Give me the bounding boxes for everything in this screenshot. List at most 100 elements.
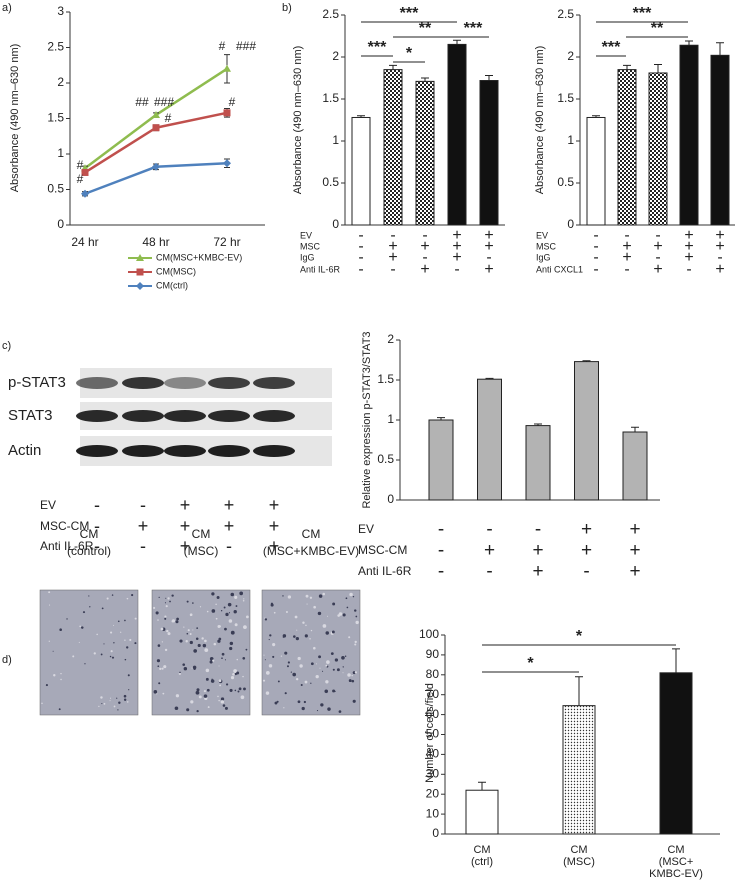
cell-speck <box>159 667 162 670</box>
micrograph <box>261 589 361 716</box>
cell-speck <box>301 706 305 711</box>
cell-speck <box>234 689 237 692</box>
condition-sign: + <box>388 238 397 255</box>
cell-speck <box>103 702 106 705</box>
cell-speck <box>322 592 326 596</box>
cell-speck <box>243 687 246 691</box>
cell-speck <box>101 607 104 610</box>
y-tick-label: 20 <box>426 786 440 800</box>
annotation: ## <box>135 95 149 109</box>
y-tick-label: 1 <box>387 412 394 426</box>
cell-speck <box>117 709 119 711</box>
cell-speck <box>182 663 186 666</box>
cell-speck <box>175 694 180 698</box>
bar <box>648 72 668 226</box>
cell-speck <box>229 641 234 646</box>
cell-speck <box>215 603 217 606</box>
cell-speck <box>220 697 225 701</box>
y-tick-label: 100 <box>419 627 439 641</box>
cell-speck <box>197 643 201 648</box>
cell-speck <box>222 704 226 707</box>
condition-sign: - <box>486 561 492 582</box>
error-bar <box>672 648 680 673</box>
condition-sign: - <box>655 227 660 244</box>
significance-label: ** <box>651 20 664 37</box>
cell-speck <box>296 629 298 631</box>
y-axis-label: Absorbance (490 nm–630 nm) <box>292 46 304 195</box>
condition-sign: - <box>140 495 146 515</box>
cell-speck <box>153 690 158 694</box>
cell-speck <box>347 673 351 677</box>
error-bar <box>582 360 591 362</box>
bar <box>525 425 551 501</box>
condition-sign: - <box>593 227 598 244</box>
legend-marker <box>136 254 144 261</box>
cell-speck <box>299 664 303 668</box>
cell-speck <box>183 666 188 671</box>
condition-sign: + <box>622 249 631 266</box>
cell-speck <box>233 669 237 673</box>
cell-speck <box>228 612 231 614</box>
cell-speck <box>225 683 229 686</box>
cell-speck <box>166 629 169 633</box>
point <box>152 162 160 171</box>
cell-speck <box>134 617 137 620</box>
condition-sign: - <box>390 227 395 244</box>
condition-sign: + <box>684 249 693 266</box>
cell-speck <box>176 617 179 621</box>
cell-speck <box>305 594 309 598</box>
cell-speck <box>232 672 235 676</box>
bar <box>383 69 403 226</box>
cell-speck <box>126 597 129 600</box>
bar <box>679 44 699 226</box>
condition-sign: - <box>486 249 491 266</box>
cell-speck <box>342 613 346 617</box>
legend-label: CM(MSC+KMBC-EV) <box>156 252 242 262</box>
cell-speck <box>293 635 296 638</box>
cell-speck <box>282 634 287 638</box>
cell-speck <box>78 641 80 643</box>
cell-speck <box>242 600 245 602</box>
cell-speck <box>171 620 174 623</box>
cell-speck <box>163 665 167 669</box>
blot-band <box>253 377 295 389</box>
cell-speck <box>120 631 122 633</box>
cell-speck <box>196 627 199 630</box>
condition-sign: - <box>593 249 598 266</box>
cell-speck <box>229 646 233 651</box>
condition-sign: - <box>717 249 722 266</box>
cell-speck <box>109 700 111 702</box>
condition-sign: + <box>180 536 191 556</box>
condition-sign: + <box>581 519 592 540</box>
y-tick-label: 0 <box>332 217 339 231</box>
x-tick-label: 48 hr <box>142 235 169 249</box>
cell-speck <box>242 675 244 678</box>
cell-speck <box>243 598 245 600</box>
cell-speck <box>286 665 289 668</box>
y-tick-label: 60 <box>426 707 440 721</box>
y-tick-label: 0 <box>432 826 439 840</box>
significance-label: *** <box>400 5 419 22</box>
error-bar <box>685 40 693 46</box>
cell-speck <box>243 625 247 630</box>
annotation: # <box>229 95 236 109</box>
cell-speck <box>210 679 215 683</box>
condition-sign: - <box>583 561 589 582</box>
cell-speck <box>355 620 359 625</box>
cell-speck <box>207 706 210 709</box>
y-tick-label: 80 <box>426 667 440 681</box>
cell-speck <box>305 624 307 627</box>
cell-speck <box>164 602 167 604</box>
condition-label: EV <box>358 522 374 536</box>
annotation: ### <box>154 95 174 109</box>
condition-sign: - <box>438 540 444 561</box>
micrograph-label: (MSC) <box>184 544 219 558</box>
micrograph-label: CM <box>192 527 211 541</box>
cell-speck <box>236 671 240 675</box>
condition-sign: - <box>486 519 492 540</box>
cell-speck <box>209 660 213 664</box>
cell-speck <box>164 615 167 618</box>
cell-speck <box>320 703 324 707</box>
cell-speck <box>224 659 226 661</box>
y-tick-label: 70 <box>426 687 440 701</box>
